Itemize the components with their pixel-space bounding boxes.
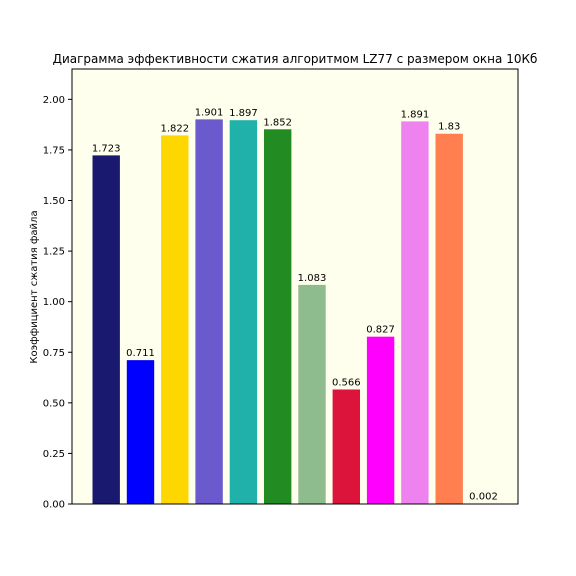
bar-data-label: 1.897 bbox=[229, 108, 258, 119]
bar bbox=[298, 284, 326, 504]
bar bbox=[161, 135, 189, 504]
bar-data-label: 0.827 bbox=[366, 325, 395, 336]
y-tick-label: 0.75 bbox=[43, 348, 65, 359]
bars bbox=[92, 119, 498, 505]
bar bbox=[401, 121, 429, 504]
bar-data-labels: 1.723 0.711 1.822 1.901 1.897 1.852 1.083 0.566… bbox=[92, 107, 498, 502]
bar-data-label: 1.891 bbox=[401, 109, 430, 120]
bar-data-label: 1.723 bbox=[92, 143, 121, 154]
y-tick-label: 1.00 bbox=[43, 297, 65, 308]
bar bbox=[366, 336, 395, 504]
bar-data-label: 0.566 bbox=[332, 377, 361, 388]
y-tick-label: 1.50 bbox=[43, 196, 65, 207]
bar bbox=[126, 360, 155, 504]
y-tick-label: 0.25 bbox=[43, 449, 65, 460]
y-tick-label: 2.00 bbox=[43, 95, 65, 106]
chart-title: Диаграмма эффективности сжатия алгоритмо… bbox=[53, 52, 538, 66]
y-axis-label: Коэффициент сжатия файла bbox=[29, 210, 40, 363]
y-tick-label: 1.25 bbox=[43, 247, 65, 258]
bar-data-label: 0.711 bbox=[126, 348, 155, 359]
bar bbox=[195, 119, 223, 505]
y-axis-ticks: 0.00 0.25 0.50 0.75 1.00 1.25 1.50 1.75 2.00 bbox=[43, 95, 72, 511]
bar-data-label: 0.002 bbox=[469, 492, 498, 503]
bar bbox=[435, 133, 463, 504]
bar-data-label: 1.83 bbox=[438, 122, 460, 133]
bar-data-label: 1.901 bbox=[195, 107, 224, 118]
y-tick-label: 0.00 bbox=[43, 500, 65, 511]
bar-data-label: 1.083 bbox=[298, 273, 327, 284]
plot-frame bbox=[71, 68, 519, 505]
bar bbox=[264, 129, 292, 504]
bar bbox=[229, 120, 258, 505]
y-tick-label: 1.75 bbox=[43, 145, 65, 156]
y-tick-label: 0.50 bbox=[43, 398, 65, 409]
bar bbox=[92, 155, 120, 505]
bar bbox=[332, 389, 360, 504]
bar-data-label: 1.822 bbox=[160, 123, 189, 134]
bar-data-label: 1.852 bbox=[263, 117, 292, 128]
